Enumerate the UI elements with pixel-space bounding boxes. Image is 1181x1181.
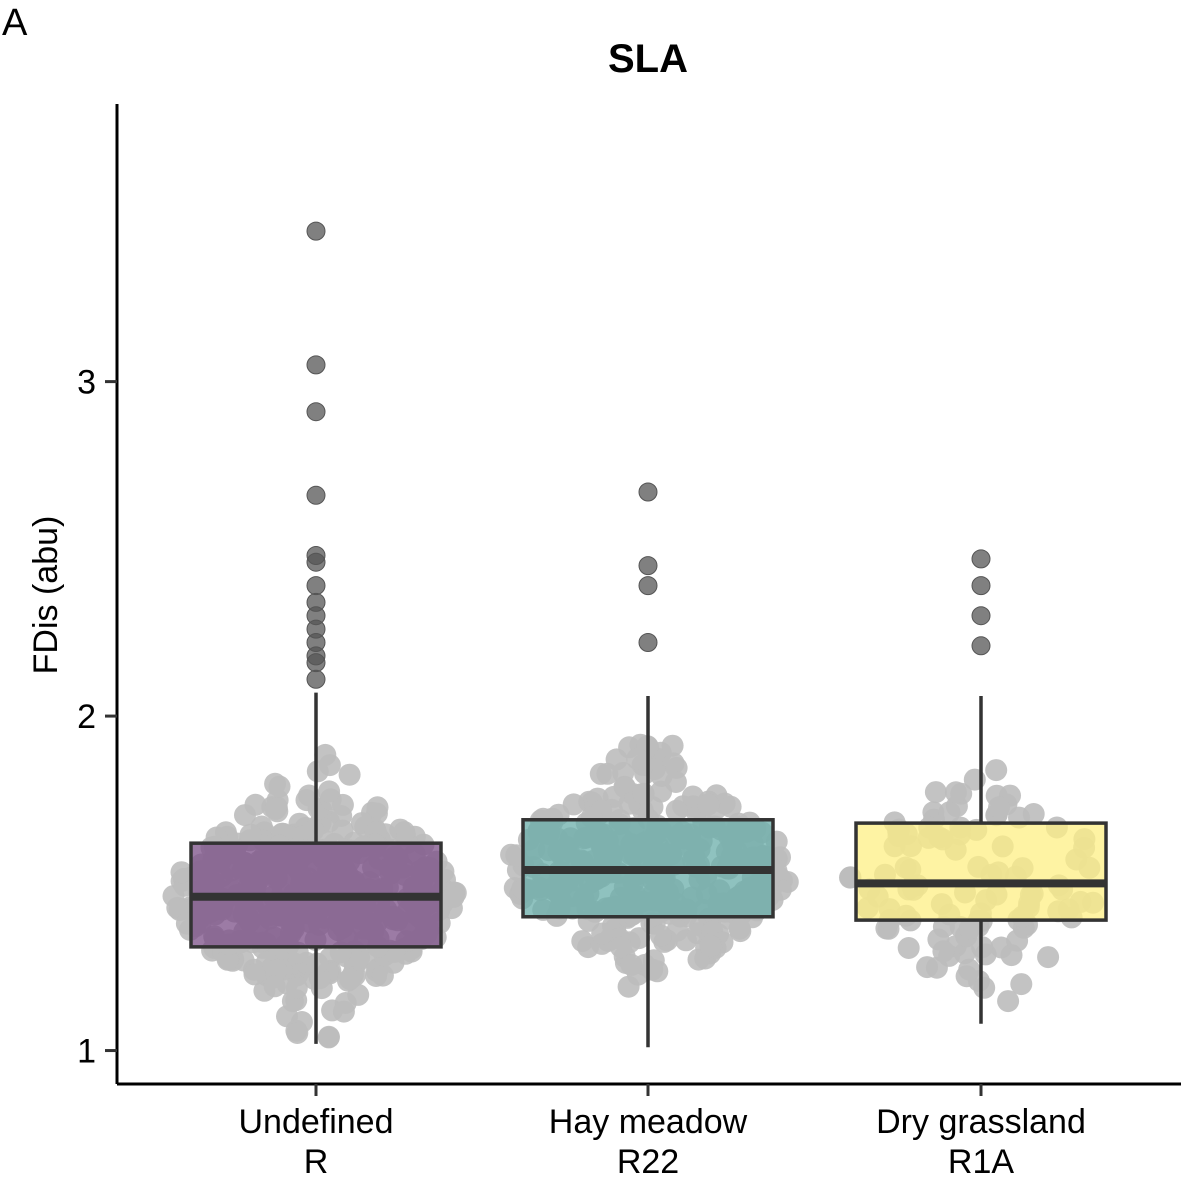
data-point (571, 930, 594, 953)
data-point (958, 958, 981, 981)
y-tick-label: 1 (77, 1033, 96, 1071)
outlier-point (638, 556, 658, 576)
data-point (650, 924, 672, 947)
data-point (958, 917, 981, 940)
panel-label: A (2, 2, 28, 44)
data-point (562, 793, 585, 816)
outlier-point (638, 482, 658, 502)
outlier-point (971, 549, 991, 569)
x-tick-label: Undefined (238, 1103, 393, 1141)
y-tick-label: 2 (77, 698, 96, 736)
data-point (617, 975, 640, 998)
y-tick-label: 3 (77, 364, 96, 402)
data-point (338, 763, 361, 786)
data-point (348, 946, 371, 969)
data-point (239, 823, 262, 846)
data-point (632, 782, 655, 805)
outlier-point (971, 636, 991, 656)
data-point (620, 954, 643, 976)
data-point (924, 781, 947, 804)
box-dry-grassland (854, 821, 1108, 922)
data-point (664, 771, 687, 793)
boxes-layer (189, 692, 1108, 1048)
outlier-point (971, 606, 991, 626)
data-point (661, 734, 684, 757)
outliers-layer (306, 221, 991, 689)
data-point (263, 975, 286, 998)
data-point (628, 927, 651, 950)
data-point (332, 1000, 355, 1023)
data-point (973, 976, 996, 999)
chart-title: SLA (608, 37, 688, 81)
outlier-point (306, 221, 326, 241)
outlier-point (306, 552, 326, 572)
outlier-point (306, 653, 326, 673)
data-point (1006, 929, 1029, 952)
data-point (318, 780, 341, 803)
data-point (610, 936, 632, 959)
outlier-point (306, 576, 326, 596)
x-tick-label: Dry grassland (876, 1103, 1086, 1141)
data-point (728, 917, 751, 940)
data-point (719, 795, 742, 818)
data-point (317, 1025, 340, 1048)
outlier-point (638, 576, 658, 596)
data-point (1010, 973, 1033, 996)
x-tick-label-code: R1A (948, 1143, 1014, 1181)
data-point (314, 743, 337, 766)
outlier-point (638, 633, 658, 652)
data-point (285, 977, 308, 999)
data-point (699, 935, 722, 957)
x-tick-label: Hay meadow (549, 1103, 748, 1141)
data-point (268, 775, 291, 798)
data-point (944, 781, 967, 804)
data-point (997, 990, 1020, 1013)
data-point (265, 959, 288, 981)
data-point (641, 958, 664, 981)
data-point (170, 861, 193, 884)
data-point (988, 796, 1010, 819)
data-point (591, 922, 614, 945)
data-point (264, 797, 287, 820)
outlier-point (971, 576, 991, 596)
outlier-point (306, 485, 326, 505)
outlier-point (306, 669, 326, 689)
data-point (371, 964, 394, 987)
x-tick-label-code: R22 (617, 1143, 679, 1181)
data-point (286, 1022, 309, 1044)
data-point (932, 940, 955, 963)
data-point (295, 789, 318, 812)
data-point (442, 885, 465, 908)
data-point (985, 759, 1008, 782)
outlier-point (306, 355, 326, 375)
data-point (243, 963, 266, 986)
data-point (1037, 946, 1060, 969)
data-point (697, 793, 720, 816)
data-point (234, 804, 256, 827)
data-point (366, 796, 389, 819)
data-point (897, 937, 920, 959)
data-point (393, 821, 416, 844)
data-point (665, 799, 688, 822)
data-point (626, 747, 649, 770)
x-tick-label-code: R (304, 1143, 329, 1181)
outlier-point (306, 402, 326, 422)
y-axis-label: FDis (abu) (27, 516, 65, 675)
data-point (339, 968, 362, 991)
